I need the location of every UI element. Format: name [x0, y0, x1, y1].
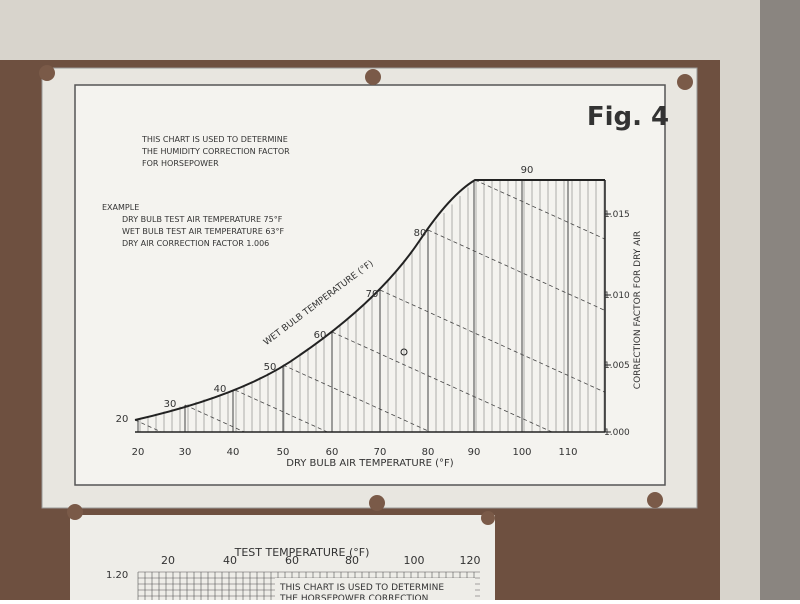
- wet-bulb-line: [379, 289, 606, 393]
- lower-tick: 120: [460, 554, 481, 567]
- lower-line: THIS CHART IS USED TO DETERMINE: [279, 583, 444, 593]
- example-line: DRY AIR CORRECTION FACTOR 1.006: [122, 239, 269, 248]
- correction-tick: 1.015: [604, 210, 630, 220]
- correction-tick: 1.010: [604, 291, 630, 301]
- dry-bulb-tick: 60: [326, 447, 339, 458]
- wet-bulb-tick: 80: [414, 228, 427, 239]
- wet-bulb-line: [184, 404, 245, 433]
- wet-bulb-line: [474, 179, 606, 240]
- wet-bulb-line: [427, 229, 606, 311]
- wet-bulb-line: [282, 364, 431, 433]
- dry-bulb-tick: 100: [512, 447, 531, 458]
- wet-bulb-tick: 50: [264, 362, 277, 373]
- correction-tick: 1.005: [604, 361, 630, 371]
- description-line: THE HUMIDITY CORRECTION FACTOR: [141, 147, 290, 156]
- chart-frame: [74, 84, 666, 486]
- wet-bulb-line: [331, 331, 553, 433]
- wet-bulb-tick: 70: [366, 289, 379, 300]
- example-line: DRY BULB TEST AIR TEMPERATURE 75°F: [122, 215, 283, 224]
- wet-bulb-tick: 30: [164, 399, 177, 410]
- wet-bulb-line: [234, 389, 328, 433]
- dry-bulb-tick: 80: [422, 447, 435, 458]
- lower-tick: 80: [345, 554, 359, 567]
- dry-bulb-tick: 40: [227, 447, 240, 458]
- wet-bulb-tick: 60: [314, 330, 327, 341]
- wet-bulb-tick: 40: [214, 384, 227, 395]
- lower-title: TEST TEMPERATURE (°F): [234, 546, 370, 559]
- description-line: THIS CHART IS USED TO DETERMINE: [141, 135, 288, 144]
- wet-bulb-tick: 90: [521, 165, 534, 176]
- dry-bulb-tick: 90: [468, 447, 481, 458]
- example-title: EXAMPLE: [102, 203, 139, 212]
- dry-bulb-tick: 50: [277, 447, 290, 458]
- lower-y-tick: 1.20: [106, 570, 128, 581]
- description-line: FOR HORSEPOWER: [142, 159, 219, 168]
- rivets: [39, 65, 693, 525]
- dry-bulb-tick: 110: [558, 447, 577, 458]
- wet-bulb-tick: 20: [116, 414, 129, 425]
- correction-tick: 1.000: [604, 428, 630, 438]
- saturation-curve: [134, 179, 605, 421]
- figure-label: Fig. 4: [587, 102, 669, 132]
- lower-tick: 40: [223, 554, 237, 567]
- hatching: [134, 179, 606, 433]
- lower-tick: 100: [404, 554, 425, 567]
- correction-label: CORRECTION FACTOR FOR DRY AIR: [633, 231, 643, 389]
- example-point: [400, 348, 408, 356]
- lower-tick: 60: [285, 554, 299, 567]
- lower-line: THE HORSEPOWER CORRECTION: [279, 594, 428, 600]
- dry-bulb-tick: 30: [179, 447, 192, 458]
- lower-tick: 20: [161, 554, 175, 567]
- dry-bulb-label: DRY BULB AIR TEMPERATURE (°F): [286, 458, 454, 469]
- dry-bulb-tick: 20: [132, 447, 145, 458]
- wet-bulb-line: [134, 419, 162, 433]
- lower-text-box: [275, 578, 475, 600]
- dry-bulb-tick: 70: [374, 447, 387, 458]
- example-line: WET BULB TEST AIR TEMPERATURE 63°F: [122, 227, 284, 236]
